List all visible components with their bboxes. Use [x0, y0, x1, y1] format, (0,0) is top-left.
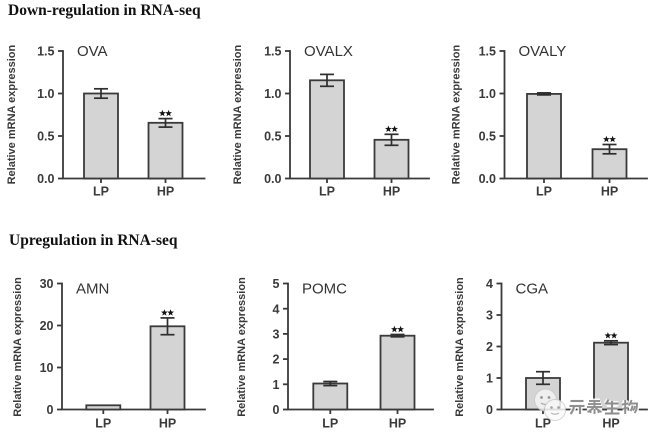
svg-text:1.5: 1.5 — [37, 45, 54, 59]
svg-text:LP: LP — [93, 184, 109, 198]
svg-text:3: 3 — [273, 328, 280, 342]
svg-text:0: 0 — [486, 403, 493, 417]
svg-text:0.5: 0.5 — [479, 130, 496, 144]
svg-text:0.0: 0.0 — [37, 172, 54, 186]
svg-text:2: 2 — [486, 340, 493, 354]
svg-text:AMN: AMN — [76, 280, 109, 297]
svg-text:LP: LP — [535, 416, 551, 430]
svg-text:HP: HP — [602, 416, 619, 430]
svg-text:HP: HP — [383, 184, 400, 198]
svg-text:0.5: 0.5 — [264, 130, 281, 144]
svg-text:0.0: 0.0 — [479, 172, 496, 186]
svg-text:Relative mRNA expression: Relative mRNA expression — [236, 277, 248, 417]
svg-text:HP: HP — [159, 416, 176, 430]
svg-text:Relative mRNA expression: Relative mRNA expression — [450, 45, 462, 185]
svg-text:1: 1 — [273, 378, 280, 392]
svg-text:LP: LP — [536, 184, 552, 198]
svg-text:4: 4 — [486, 277, 493, 291]
svg-text:Relative mRNA expression: Relative mRNA expression — [12, 277, 24, 417]
svg-text:CGA: CGA — [516, 280, 549, 297]
svg-text:HP: HP — [157, 184, 174, 198]
svg-text:3: 3 — [486, 309, 493, 323]
svg-text:Upregulation in RNA-seq: Upregulation in RNA-seq — [9, 232, 178, 249]
svg-text:30: 30 — [40, 277, 54, 291]
svg-text:1: 1 — [486, 372, 493, 386]
svg-text:0.0: 0.0 — [264, 172, 281, 186]
svg-text:OVALY: OVALY — [519, 43, 567, 60]
svg-text:0: 0 — [273, 403, 280, 417]
svg-text:1.0: 1.0 — [479, 87, 496, 101]
svg-text:20: 20 — [40, 319, 54, 333]
svg-text:HP: HP — [601, 184, 618, 198]
svg-text:1.0: 1.0 — [37, 87, 54, 101]
svg-text:5: 5 — [273, 277, 280, 291]
svg-text:POMC: POMC — [302, 280, 347, 297]
svg-text:Relative mRNA expression: Relative mRNA expression — [454, 277, 466, 417]
svg-text:1.5: 1.5 — [264, 45, 281, 59]
svg-text:0: 0 — [47, 403, 54, 417]
svg-text:1.0: 1.0 — [264, 87, 281, 101]
svg-text:Down-regulation in RNA-seq: Down-regulation in RNA-seq — [8, 2, 201, 19]
svg-text:LP: LP — [322, 416, 338, 430]
svg-text:Relative mRNA expression: Relative mRNA expression — [232, 45, 244, 185]
svg-text:OVA: OVA — [77, 43, 108, 60]
svg-text:0.5: 0.5 — [37, 130, 54, 144]
svg-text:4: 4 — [273, 302, 280, 316]
svg-text:OVALX: OVALX — [304, 43, 353, 60]
svg-text:2: 2 — [273, 353, 280, 367]
svg-text:LP: LP — [95, 416, 111, 430]
svg-text:LP: LP — [319, 184, 335, 198]
svg-text:1.5: 1.5 — [479, 45, 496, 59]
svg-text:Relative mRNA expression: Relative mRNA expression — [6, 45, 18, 185]
svg-text:HP: HP — [389, 416, 406, 430]
svg-text:10: 10 — [40, 361, 54, 375]
